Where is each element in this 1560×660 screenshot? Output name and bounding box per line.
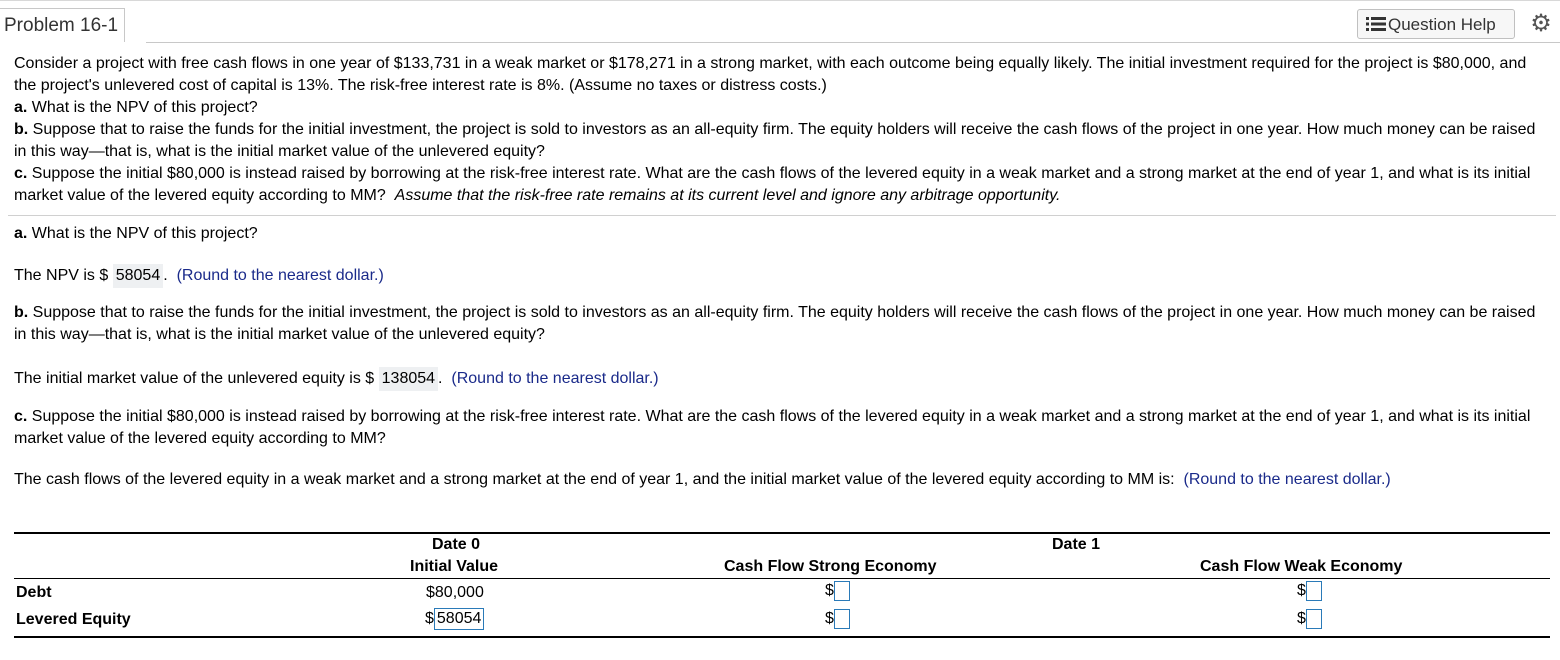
date0-header: Date 0: [432, 536, 481, 553]
npv-answer-line: The NPV is $ 58054. (Round to the neares…: [14, 264, 1544, 288]
c-prompt: The cash flows of the levered equity in …: [14, 471, 1391, 488]
round-hint-c: (Round to the nearest dollar.): [1183, 471, 1391, 488]
debt-strong-input[interactable]: [833, 580, 850, 601]
section-divider: [8, 215, 1556, 216]
npv-value: 58054: [112, 264, 164, 288]
strong-economy-header: Cash Flow Strong Economy: [724, 558, 937, 575]
levered-equity-initial-cell: $58054: [425, 608, 485, 630]
part-a-label: a.: [14, 99, 28, 116]
answer-a-heading: a. What is the NPV of this project?: [14, 225, 258, 242]
date1-header: Date 1: [1052, 536, 1101, 553]
answer-c-heading: c. Suppose the initial $80,000 is instea…: [14, 408, 1531, 447]
levered-equity-initial-input[interactable]: 58054: [433, 608, 485, 630]
list-icon: [1366, 11, 1386, 41]
debt-strong-cell: $: [825, 580, 850, 602]
assumption-note: Assume that the risk-free rate remains a…: [394, 187, 1061, 204]
table-top-rule: [14, 532, 1550, 534]
initial-value-header: Initial Value: [410, 558, 499, 575]
question-help-label: Question Help: [1388, 15, 1496, 34]
debt-initial-value: $80,000: [426, 584, 484, 601]
levered-strong-input[interactable]: [833, 608, 850, 629]
weak-economy-header: Cash Flow Weak Economy: [1200, 558, 1403, 575]
unlevered-value: 138054: [378, 367, 439, 391]
unlevered-answer-line: The initial market value of the unlevere…: [14, 367, 1544, 391]
debt-weak-input[interactable]: [1305, 580, 1322, 601]
part-b-label: b.: [14, 121, 29, 138]
header-divider: [146, 42, 1560, 43]
row-label-levered-equity: Levered Equity: [16, 611, 131, 628]
levered-weak-input[interactable]: [1305, 608, 1322, 629]
levered-weak-cell: $: [1297, 608, 1322, 630]
table-bottom-rule: [14, 636, 1550, 638]
round-hint-b: (Round to the nearest dollar.): [451, 370, 659, 387]
answer-b-heading: b. Suppose that to raise the funds for t…: [14, 304, 1536, 343]
question-intro: Consider a project with free cash flows …: [14, 55, 1536, 204]
header-rule: [14, 578, 1550, 579]
round-hint-a: (Round to the nearest dollar.): [176, 267, 384, 284]
row-label-debt: Debt: [16, 584, 52, 601]
top-bar: Problem 16-1 Question Help ⚙: [0, 0, 1560, 45]
debt-weak-cell: $: [1297, 580, 1322, 602]
part-c-label: c.: [14, 165, 28, 182]
levered-strong-cell: $: [825, 608, 850, 630]
question-help-button[interactable]: Question Help: [1357, 9, 1515, 39]
gear-icon[interactable]: ⚙: [1530, 10, 1552, 37]
problem-tab[interactable]: Problem 16-1: [0, 8, 126, 42]
